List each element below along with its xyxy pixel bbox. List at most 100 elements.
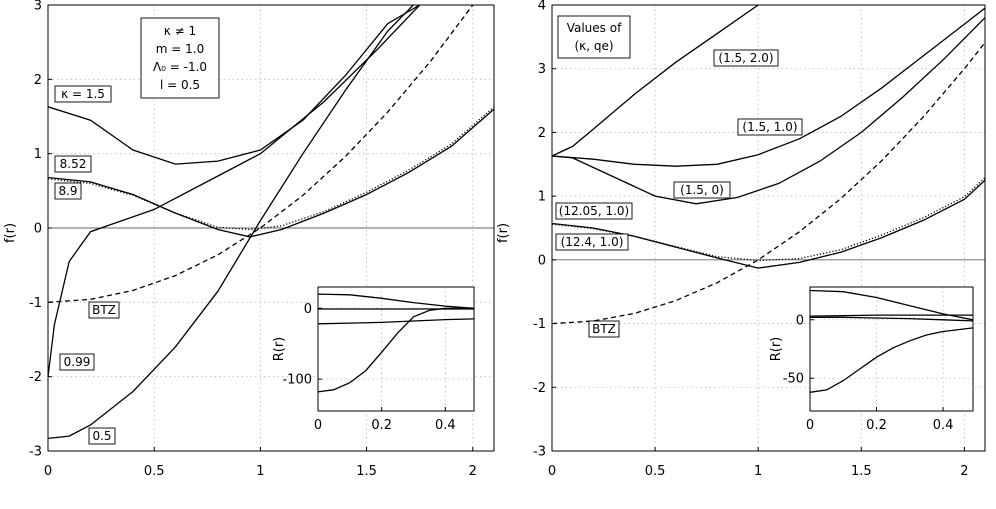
- right-series-1: [552, 7, 985, 167]
- label-1.5-2.0: (1.5, 2.0): [718, 51, 773, 65]
- y-tick-label: 2: [538, 126, 546, 141]
- left-inset-series-0: [318, 293, 474, 309]
- label-1.5-1.0: (1.5, 1.0): [742, 120, 797, 134]
- label-box-kappa-1.5: [54, 85, 112, 103]
- label-8.52: 8.52: [60, 157, 87, 171]
- right-inset-ticks: 0 0.2 0.4 0 -50: [783, 313, 954, 433]
- label-box-12.05-1.0: [555, 202, 633, 220]
- left-series-4: [48, 5, 414, 440]
- right-inset-y-label: R(r): [769, 337, 784, 362]
- left-inset-bg: [318, 287, 474, 411]
- right-series-0: [552, 5, 759, 157]
- left-inset-series-2: [318, 318, 474, 325]
- label-box-8.9: [54, 182, 82, 200]
- right-inset-series-2: [810, 316, 973, 322]
- left-inset-frame: [317, 286, 475, 412]
- y-tick-label: -1: [29, 296, 42, 311]
- left-inset-y-label: R(r): [272, 337, 287, 362]
- left-series-0: [48, 5, 421, 165]
- left-inset-ticks: 0 0.2 0.4 0 -100: [282, 302, 455, 433]
- y-tick-label: 0: [796, 313, 804, 328]
- label-box-1.5-1.0: [737, 118, 803, 136]
- right-inset-curves: [810, 289, 973, 393]
- label-12.4-1.0: (12.4, 1.0): [561, 235, 624, 249]
- y-tick-label: 0: [538, 253, 546, 268]
- label-btz-left: BTZ: [92, 303, 116, 317]
- y-tick-label: -50: [783, 372, 804, 387]
- x-tick-label: 0.2: [371, 418, 392, 433]
- right-panel: 0 0.5 1 1.5 2 -3 -2 -1 0 1 2 3 4 f(r) Values of (κ, …: [496, 0, 986, 479]
- label-8.9: 8.9: [58, 184, 77, 198]
- left-inset-curves: [318, 293, 474, 393]
- left-series-1: [48, 108, 494, 238]
- x-tick-label: 0: [314, 418, 322, 433]
- legend-title-line1: Values of: [567, 21, 622, 35]
- label-box-1.5-0: [673, 181, 731, 199]
- label-btz-right: BTZ: [592, 322, 616, 336]
- x-tick-label: 1: [256, 464, 264, 479]
- right-y-axis-label: f(r): [496, 223, 511, 243]
- x-tick-label: 0.5: [645, 464, 666, 479]
- x-tick-label: 1: [754, 464, 762, 479]
- y-tick-label: -3: [29, 445, 42, 460]
- left-series-3: [48, 5, 421, 377]
- legend-title-box: [557, 15, 631, 59]
- label-12.05-1.0: (12.05, 1.0): [559, 204, 629, 218]
- label-0.5: 0.5: [92, 429, 111, 443]
- left-inset-series-3: [318, 307, 474, 393]
- x-tick-label: 1.5: [356, 464, 377, 479]
- right-inset-series-1: [810, 314, 973, 317]
- params-box: [140, 17, 220, 99]
- y-tick-label: 0: [304, 302, 312, 317]
- left-ticks: 0 0.5 1 1.5 2 -3 -2 -1 0 1 2 3: [29, 0, 477, 479]
- label-box-8.52: [54, 155, 92, 173]
- param-m: m = 1.0: [156, 42, 204, 56]
- label-box-btz-right: [588, 320, 620, 338]
- y-tick-label: 2: [34, 73, 42, 88]
- left-inset-grid: [318, 287, 474, 411]
- x-tick-label: 1.5: [851, 464, 872, 479]
- y-tick-label: 1: [34, 147, 42, 162]
- left-curves: [48, 5, 494, 440]
- param-lambda: Λ₀ = -1.0: [153, 60, 207, 74]
- x-tick-label: 0: [44, 464, 52, 479]
- legend-title-line2: (κ, qe): [574, 39, 613, 53]
- y-tick-label: 3: [34, 0, 42, 14]
- right-series-3: [552, 179, 985, 269]
- left-series-2: [48, 106, 494, 231]
- param-kappa: κ ≠ 1: [164, 24, 196, 38]
- x-tick-label: 2: [469, 464, 477, 479]
- label-box-btz-left: [88, 301, 120, 319]
- label-1.5-0: (1.5, 0): [680, 183, 724, 197]
- label-0.99: 0.99: [64, 355, 91, 369]
- x-tick-label: 0: [548, 464, 556, 479]
- x-tick-label: 0.5: [144, 464, 165, 479]
- x-tick-label: 0.2: [866, 418, 887, 433]
- x-tick-label: 0.4: [435, 418, 456, 433]
- left-panel: 0 0.5 1 1.5 2 -3 -2 -1 0 1 2 3 f(r) κ ≠ 1 m = 1.0 Λ…: [3, 0, 495, 479]
- right-ticks: 0 0.5 1 1.5 2 -3 -2 -1 0 1 2 3 4: [533, 0, 968, 479]
- y-tick-label: 3: [538, 62, 546, 77]
- left-series-5: [48, 5, 474, 303]
- x-tick-label: 0.4: [933, 418, 954, 433]
- left-y-axis-label: f(r): [3, 223, 18, 243]
- right-series-5: [552, 42, 985, 325]
- y-tick-label: -3: [533, 445, 546, 460]
- y-tick-label: 0: [34, 222, 42, 237]
- right-inset-frame: [809, 286, 974, 412]
- label-box-0.5: [88, 427, 116, 445]
- x-tick-label: 0: [806, 418, 814, 433]
- y-tick-label: 4: [538, 0, 546, 14]
- x-tick-label: 2: [960, 464, 968, 479]
- right-plot-frame: [551, 4, 986, 452]
- label-box-0.99: [59, 353, 95, 371]
- y-tick-label: -100: [282, 373, 312, 388]
- label-box-12.4-1.0: [555, 233, 629, 251]
- label-kappa-1.5: κ = 1.5: [61, 87, 105, 101]
- right-series-2: [552, 17, 985, 205]
- y-tick-label: -2: [533, 381, 546, 396]
- right-inset-series-3: [810, 327, 973, 393]
- y-tick-label: 1: [538, 190, 546, 205]
- right-series-4: [552, 177, 985, 262]
